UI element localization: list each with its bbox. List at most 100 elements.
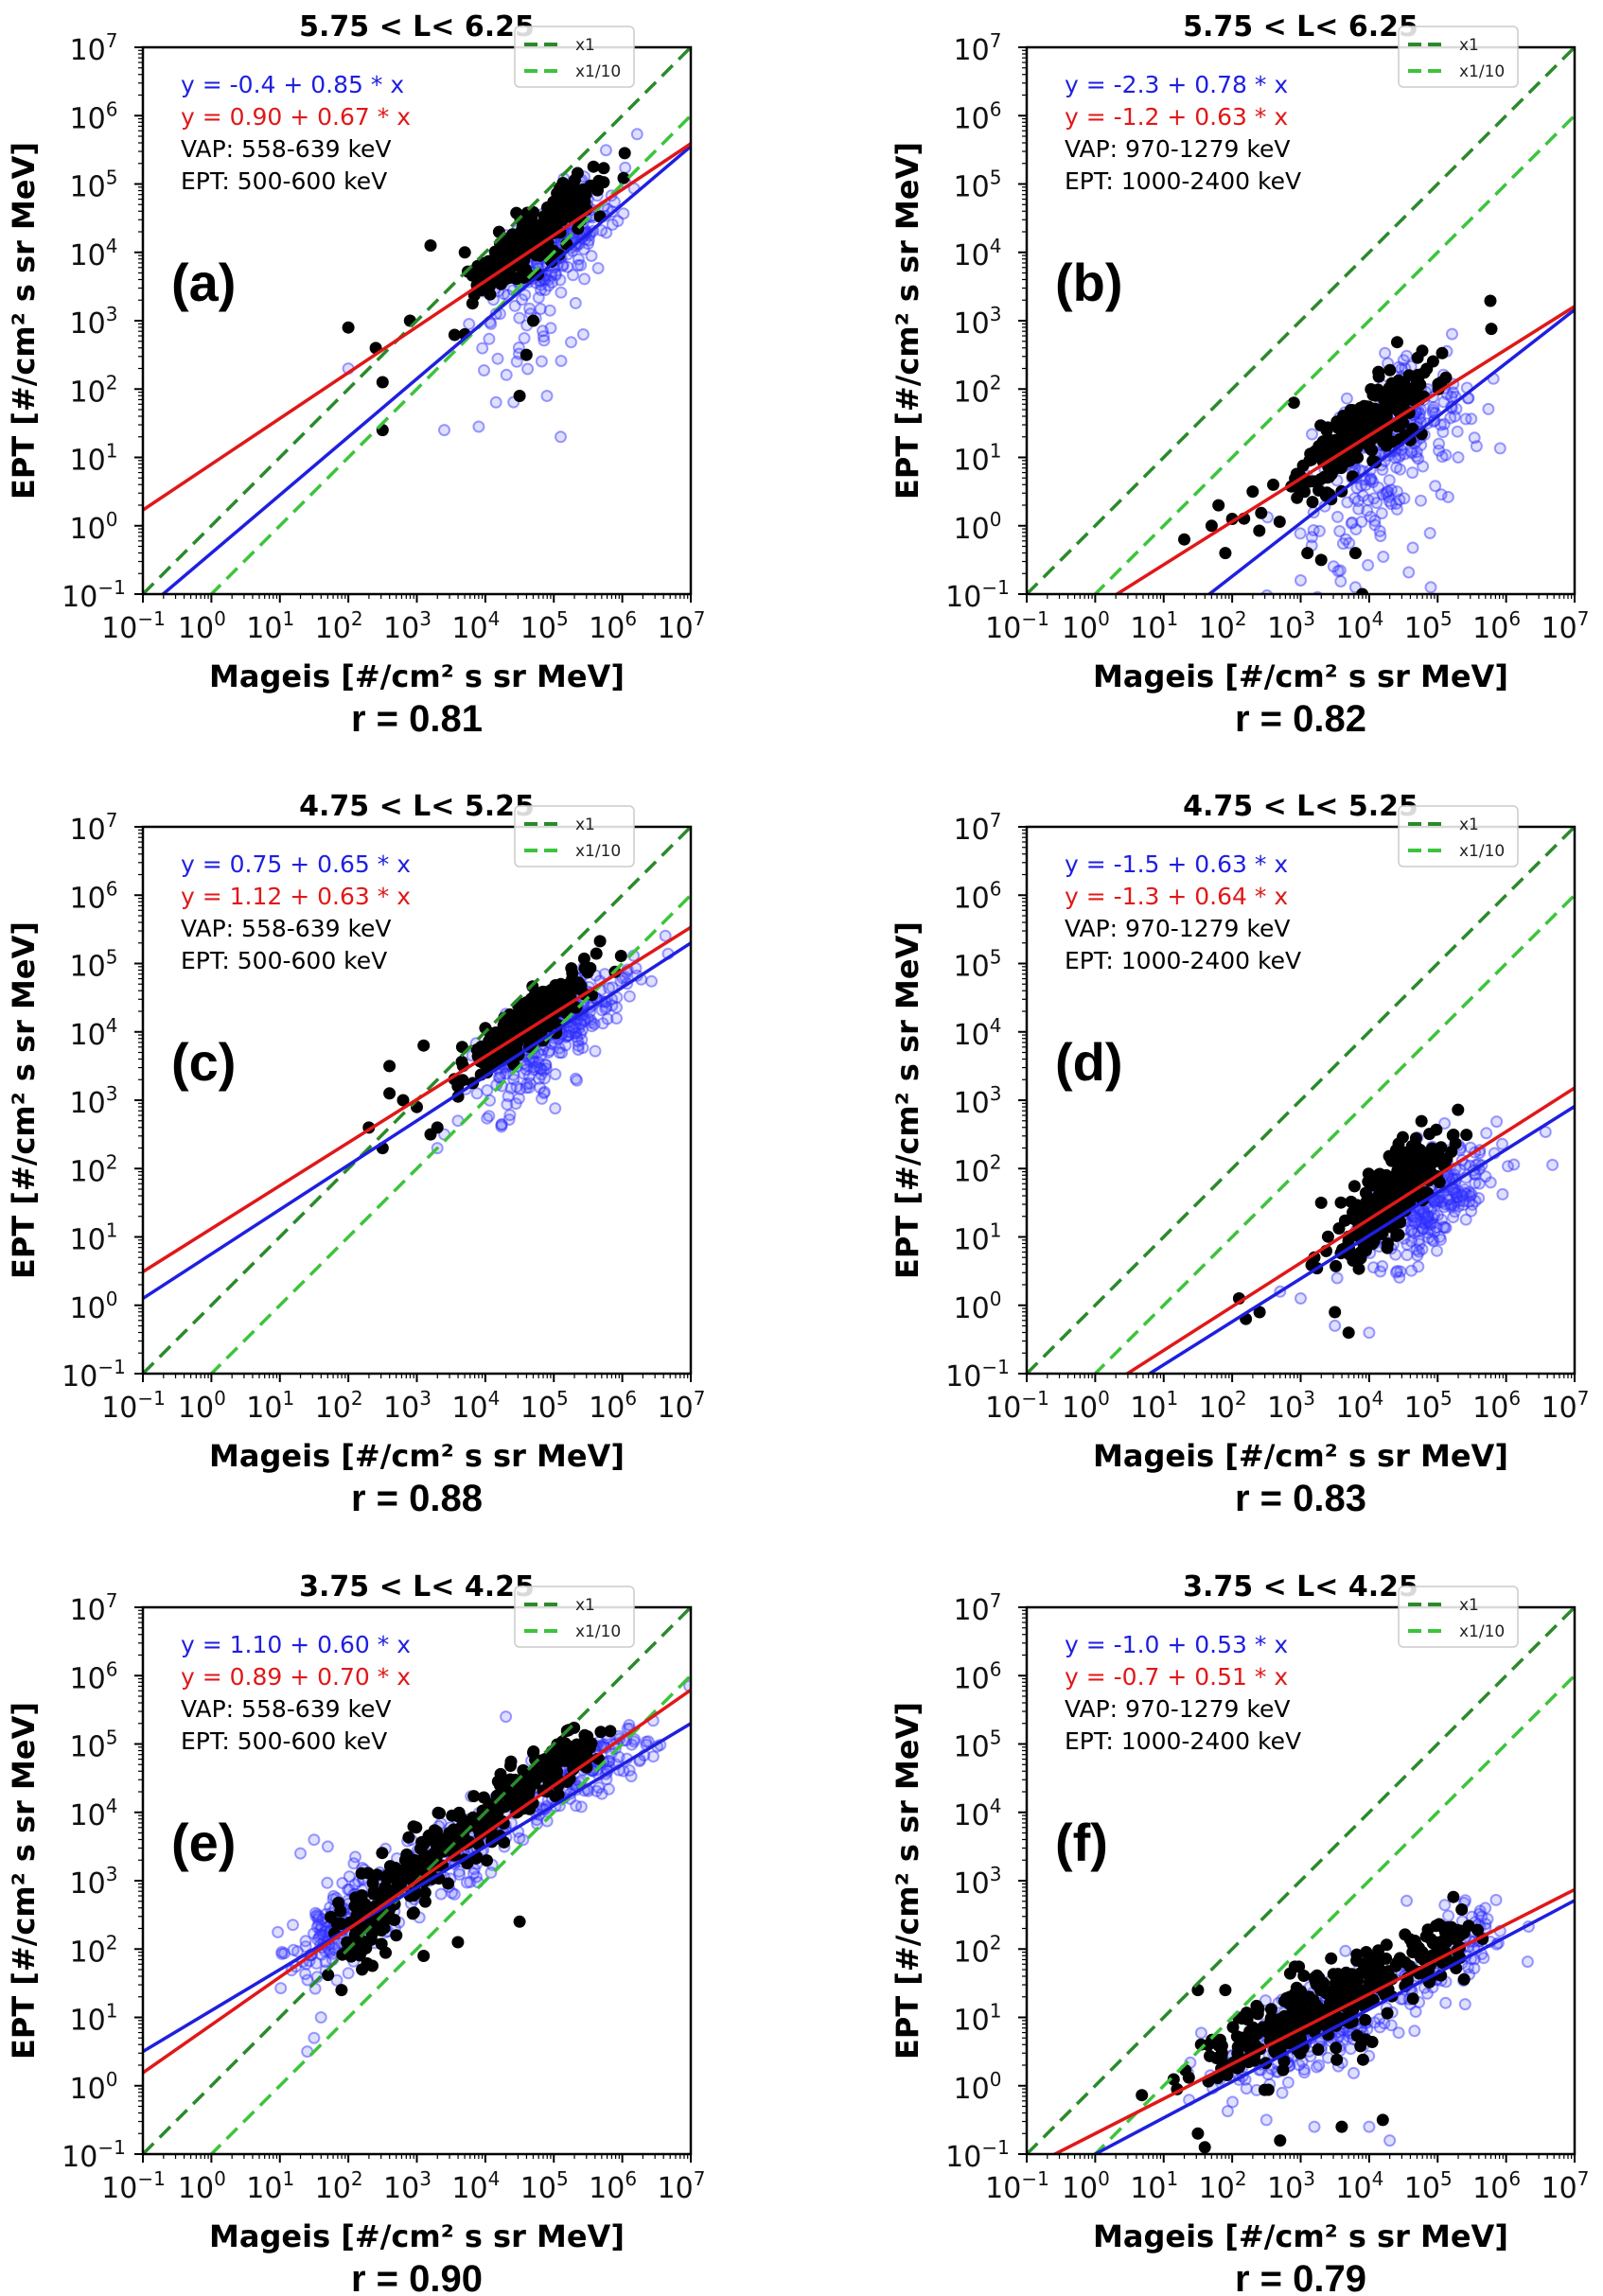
scatter-point	[1261, 2083, 1275, 2096]
scatter-point	[1255, 506, 1268, 519]
scatter-point	[520, 1081, 533, 1095]
scatter-point	[1329, 1306, 1342, 1319]
scatter-point	[483, 1110, 496, 1123]
scatter-point	[1280, 2013, 1293, 2026]
scatter-point	[567, 269, 579, 282]
scatter-point	[1406, 1946, 1419, 1959]
correlation-label: r = 0.88	[351, 1478, 483, 1519]
scatter-point	[576, 328, 590, 341]
scatter-point	[1472, 1192, 1486, 1204]
scatter-point	[1346, 516, 1359, 529]
scatter-point	[1291, 491, 1304, 504]
scatter-point	[1433, 444, 1446, 457]
scatter-point	[1436, 426, 1450, 439]
scatter-point	[576, 1042, 590, 1055]
scatter-point	[618, 147, 631, 160]
scatter-point	[489, 395, 502, 409]
scatter-point	[1305, 531, 1318, 544]
reference-line-x1-10	[1092, 894, 1575, 1374]
scatter-point	[582, 234, 595, 247]
scatter-point	[575, 1024, 589, 1037]
panel-label: (a)	[171, 253, 236, 312]
scatter-point	[537, 1064, 550, 1078]
scatter-point	[1373, 2021, 1386, 2034]
scatter-point	[587, 160, 600, 173]
scatter-point	[1350, 2029, 1364, 2042]
scatter-point	[315, 1919, 328, 1933]
scatter-point	[1253, 1306, 1266, 1319]
scatter-point	[532, 1056, 545, 1069]
scatter-point	[1274, 2134, 1287, 2147]
scatter-point	[1447, 1890, 1460, 1903]
x-tick-label: 105	[1404, 2167, 1453, 2205]
scatter-point	[1431, 1195, 1444, 1207]
y-tick-label: 101	[70, 440, 118, 478]
scatter-point	[601, 1012, 614, 1025]
scatter-point	[600, 226, 613, 239]
x-axis-label: Mageis [#/cm² s sr MeV]	[209, 1438, 625, 1474]
scatter-point	[537, 324, 549, 338]
scatter-point	[1443, 1193, 1456, 1206]
scatter-point	[623, 990, 636, 1003]
scatter-point	[314, 1928, 327, 1941]
scatter-point	[274, 1982, 288, 1995]
scatter-point	[1335, 2120, 1348, 2133]
scatter-point	[591, 184, 604, 197]
scatter-point	[1304, 447, 1317, 461]
scatter-point	[572, 1039, 585, 1052]
scatter-point	[1383, 363, 1397, 377]
scatter-point	[1455, 1903, 1469, 1916]
scatter-point	[1219, 1984, 1232, 1997]
scatter-point	[542, 279, 555, 292]
scatter-point	[1390, 502, 1403, 516]
scatter-point	[1405, 1264, 1418, 1277]
x-tick-label: 10−1	[985, 2167, 1049, 2205]
x-tick-label: 107	[658, 1387, 706, 1425]
x-tick-label: 102	[1199, 2167, 1247, 2205]
scatter-point	[1479, 1170, 1492, 1183]
plot-content	[1027, 47, 1575, 594]
x-tick-label: 100	[1062, 2167, 1110, 2205]
scatter-point	[504, 1081, 518, 1095]
scatter-point	[1306, 428, 1318, 441]
chart-title: 4.75 < L< 5.25	[299, 790, 535, 823]
legend-label: x1	[575, 36, 595, 55]
scatter-point	[1410, 1243, 1423, 1256]
fit-equation-blue: y = -1.5 + 0.63 * x	[1065, 850, 1288, 878]
scatter-point	[1376, 1260, 1389, 1272]
scatter-point	[1198, 2141, 1211, 2154]
scatter-point	[572, 1035, 585, 1048]
scatter-point	[1431, 1194, 1444, 1207]
y-tick-label: 10−1	[945, 576, 1010, 614]
scatter-point	[600, 1000, 613, 1013]
scatter-point	[1433, 1231, 1446, 1243]
y-tick-label: 102	[954, 371, 1002, 409]
scatter-point	[1414, 1143, 1427, 1156]
scatter-point	[1451, 1191, 1464, 1204]
scatter-point	[485, 257, 499, 271]
scatter-point	[1410, 446, 1423, 459]
scatter-point	[617, 207, 630, 220]
scatter-point	[1348, 1180, 1361, 1193]
scatter-point	[1426, 1233, 1438, 1246]
scatter-point	[1408, 1227, 1420, 1240]
legend-label: x1	[575, 815, 595, 834]
scatter-point	[537, 334, 551, 347]
legend: x1 x1/10	[1398, 26, 1519, 88]
scatter-point	[590, 947, 603, 960]
scatter-point	[584, 1013, 597, 1026]
scatter-point	[569, 194, 582, 207]
scatter-point	[1455, 1188, 1469, 1201]
scatter-point	[1412, 1260, 1425, 1273]
scatter-point	[522, 223, 536, 237]
scatter-point	[272, 1925, 285, 1938]
scatter-point	[1391, 336, 1403, 349]
scatter-point	[1412, 1234, 1425, 1247]
scatter-point	[582, 1012, 595, 1025]
vap-energy-label: VAP: 970-1279 keV	[1065, 915, 1290, 942]
scatter-point	[599, 144, 612, 157]
fit-equation-blue: y = -0.4 + 0.85 * x	[181, 71, 404, 98]
scatter-point	[1347, 417, 1360, 430]
